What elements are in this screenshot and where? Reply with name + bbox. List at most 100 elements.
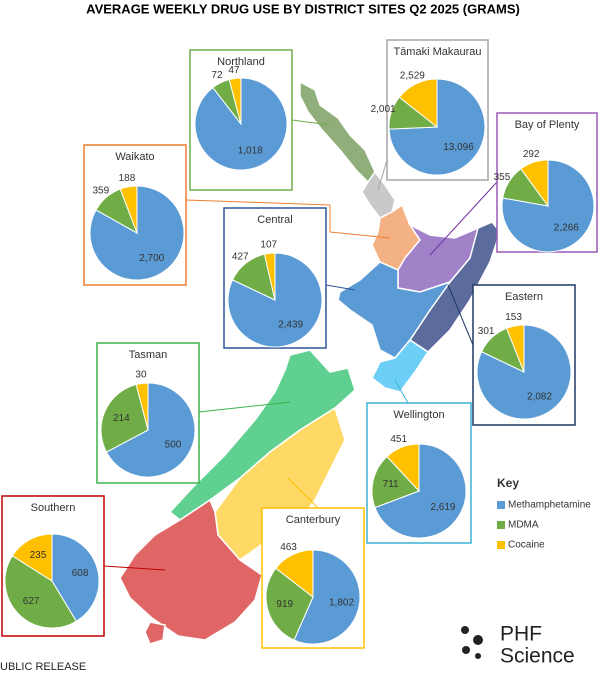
value-label: 711 [383, 479, 399, 490]
pie-slice [386, 443, 420, 493]
pie-slice [51, 533, 100, 622]
value-label: 188 [119, 173, 136, 184]
region-central [337, 261, 452, 359]
logo-dot [475, 653, 481, 659]
pie-panel: Bay of Plenty 2,266 355 292 [494, 112, 598, 253]
legend-swatch [497, 521, 505, 529]
connector [447, 284, 474, 346]
pie-slice [105, 382, 196, 478]
connector [325, 284, 356, 291]
logo-dot [473, 635, 483, 645]
pie-panel: Tasman 500 214 30 [96, 342, 200, 484]
pie-slice [374, 443, 467, 539]
logo-text: PHF [500, 623, 542, 646]
pie-panel: Canterbury 1,802 919 463 [261, 507, 365, 649]
pie-slice [11, 533, 53, 582]
value-label: 2,001 [371, 104, 396, 115]
value-label: 1,018 [238, 146, 263, 157]
value-label: 451 [390, 434, 407, 445]
connector [103, 565, 166, 571]
pie-slice [293, 549, 361, 645]
pie-slice [275, 549, 314, 599]
pie-title: Tasman [129, 349, 168, 361]
pie-title: Bay of Plenty [515, 119, 580, 131]
pie-slice [135, 382, 149, 431]
pie-panel: Wellington 2,619 711 451 [366, 402, 472, 544]
connector [291, 119, 331, 126]
pie-slice [520, 159, 549, 208]
pie-slice [4, 555, 77, 629]
connector [394, 379, 409, 404]
connector [198, 401, 291, 413]
value-label: 47 [228, 65, 240, 76]
logo-dot [462, 646, 470, 654]
value-label: 2,529 [400, 71, 425, 82]
connectors [103, 119, 498, 571]
pie-panel: Waikato 2,700 359 188 [83, 144, 187, 286]
pie-panel: Eastern 2,082 301 153 [472, 284, 576, 426]
value-label: 153 [505, 312, 522, 323]
value-label: 2,439 [278, 319, 303, 330]
value-label: 235 [30, 550, 47, 561]
legend-title: Key [497, 476, 519, 490]
value-label: 427 [232, 251, 249, 262]
region-southern [119, 498, 263, 641]
value-label: 2,619 [430, 502, 455, 513]
value-label: 214 [113, 413, 130, 424]
connector [329, 231, 391, 239]
nz-map [119, 80, 501, 645]
region-northland [299, 80, 376, 184]
legend-swatch [497, 541, 505, 549]
pie-slice [100, 383, 149, 453]
value-label: 72 [211, 70, 223, 81]
connector [429, 181, 498, 256]
legend-label: MDMA [508, 520, 539, 531]
value-label: 500 [165, 440, 182, 451]
region-tasman [168, 349, 356, 521]
value-label: 301 [478, 326, 495, 337]
value-label: 919 [276, 599, 293, 610]
connector [287, 477, 319, 509]
pie-title: Southern [31, 502, 76, 514]
value-label: 107 [260, 240, 277, 251]
region-stewart-island [144, 621, 166, 645]
legend-label: Methamphetamine [508, 500, 591, 511]
legend-label: Cocaine [508, 540, 545, 551]
legend-swatch [497, 501, 505, 509]
value-label: 292 [523, 149, 540, 160]
value-label: 2,082 [527, 391, 552, 402]
pie-panel: Central 2,439 427 107 [223, 207, 327, 349]
pie-title: Canterbury [286, 514, 341, 526]
value-label: 608 [72, 568, 89, 579]
pie-slice [505, 324, 525, 373]
logo-dot [461, 626, 469, 634]
pie-panel: Southern 608 627 235 [1, 495, 105, 637]
value-label: 1,802 [329, 598, 354, 609]
pie-title: Wellington [393, 409, 444, 421]
value-label: 463 [280, 542, 297, 553]
pie-title: Eastern [505, 291, 543, 303]
value-label: 2,700 [139, 253, 164, 264]
pie-title: Waikato [115, 151, 154, 163]
region-wellington [371, 339, 430, 393]
value-label: 355 [494, 172, 511, 183]
footer: UBLIC RELEASE [0, 661, 86, 673]
pie-slice [119, 185, 138, 234]
pie-title: Northland [217, 56, 265, 68]
pie-title: Central [257, 214, 292, 226]
value-label: 2,266 [554, 222, 579, 233]
pie-panel: Tāmaki Makaurau 13,096 2,001 2,529 [371, 39, 489, 181]
value-label: 13,096 [443, 142, 474, 153]
value-label: 359 [92, 186, 109, 197]
pie-slice [228, 77, 242, 125]
value-label: 627 [23, 596, 40, 607]
page-title: AVERAGE WEEKLY DRUG USE BY DISTRICT SITE… [86, 1, 520, 16]
connector [185, 199, 331, 206]
logo: PHF Science [461, 623, 575, 668]
pie-slice [371, 455, 420, 509]
pie-slice [265, 567, 314, 641]
logo-text: Science [500, 645, 575, 668]
pie-slice [398, 78, 438, 129]
pie-panel: Northland 1,018 72 47 [189, 49, 293, 191]
